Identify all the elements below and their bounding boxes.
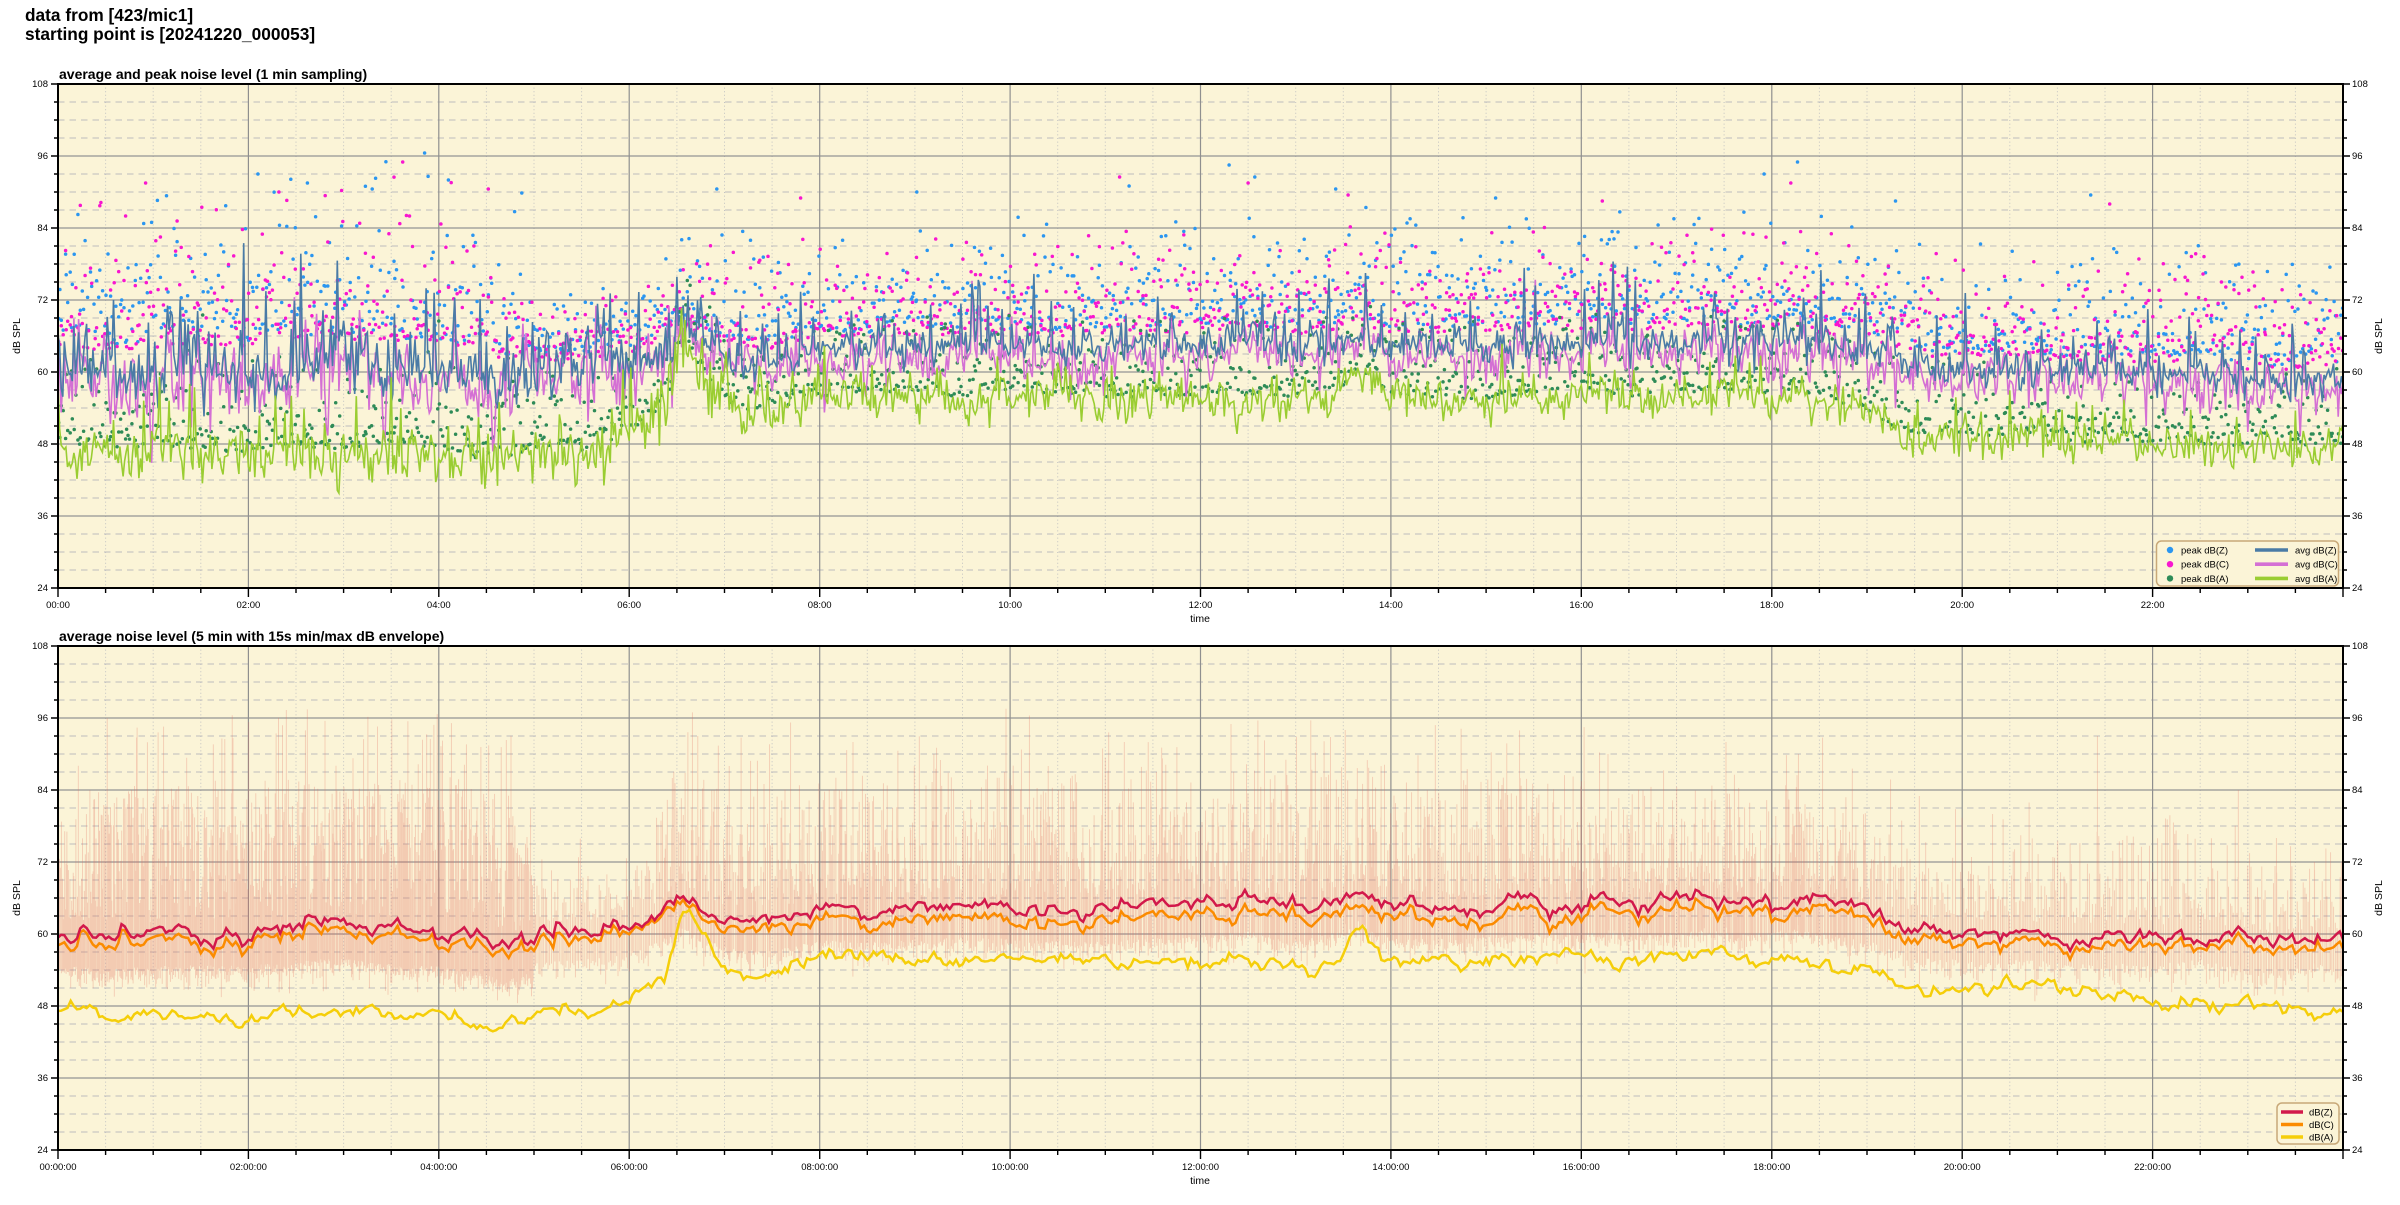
svg-text:00:00: 00:00: [46, 600, 70, 611]
svg-text:84: 84: [37, 223, 48, 234]
svg-text:06:00: 06:00: [617, 600, 641, 611]
svg-text:dB SPL: dB SPL: [11, 880, 23, 916]
svg-text:dB(A): dB(A): [2309, 1132, 2333, 1143]
svg-text:04:00: 04:00: [427, 600, 451, 611]
svg-text:108: 108: [32, 79, 48, 90]
svg-text:60: 60: [37, 367, 48, 378]
svg-text:avg dB(Z): avg dB(Z): [2295, 545, 2337, 556]
svg-text:06:00:00: 06:00:00: [611, 1162, 648, 1173]
svg-text:108: 108: [2352, 79, 2368, 90]
svg-text:72: 72: [37, 857, 48, 868]
svg-text:22:00: 22:00: [2141, 600, 2165, 611]
svg-text:16:00:00: 16:00:00: [1563, 1162, 1600, 1173]
svg-text:96: 96: [2352, 713, 2363, 724]
svg-text:avg dB(A): avg dB(A): [2295, 574, 2337, 585]
svg-text:24: 24: [2352, 583, 2363, 594]
svg-text:08:00: 08:00: [808, 600, 832, 611]
svg-text:avg dB(C): avg dB(C): [2295, 560, 2338, 571]
svg-text:peak dB(A): peak dB(A): [2181, 574, 2229, 585]
svg-text:02:00: 02:00: [237, 600, 261, 611]
svg-text:20:00:00: 20:00:00: [1944, 1162, 1981, 1173]
svg-text:24: 24: [37, 1145, 48, 1156]
svg-text:time: time: [1190, 1175, 1210, 1187]
svg-text:36: 36: [2352, 1073, 2363, 1084]
svg-text:dB(Z): dB(Z): [2309, 1107, 2333, 1118]
svg-text:peak dB(C): peak dB(C): [2181, 560, 2229, 571]
svg-text:22:00:00: 22:00:00: [2134, 1162, 2171, 1173]
svg-text:72: 72: [2352, 295, 2363, 306]
svg-text:24: 24: [37, 583, 48, 594]
svg-text:96: 96: [37, 151, 48, 162]
svg-text:24: 24: [2352, 1145, 2363, 1156]
svg-text:14:00: 14:00: [1379, 600, 1403, 611]
svg-text:84: 84: [2352, 785, 2363, 796]
svg-text:60: 60: [2352, 929, 2363, 940]
svg-text:36: 36: [2352, 511, 2363, 522]
svg-text:04:00:00: 04:00:00: [420, 1162, 457, 1173]
svg-text:dB SPL: dB SPL: [2373, 318, 2385, 354]
svg-text:84: 84: [2352, 223, 2363, 234]
svg-text:08:00:00: 08:00:00: [801, 1162, 838, 1173]
svg-text:48: 48: [37, 439, 48, 450]
svg-text:18:00:00: 18:00:00: [1753, 1162, 1790, 1173]
svg-text:36: 36: [37, 511, 48, 522]
svg-text:72: 72: [2352, 857, 2363, 868]
svg-text:02:00:00: 02:00:00: [230, 1162, 267, 1173]
svg-text:time: time: [1190, 613, 1210, 625]
svg-text:96: 96: [2352, 151, 2363, 162]
svg-text:108: 108: [32, 641, 48, 652]
svg-text:average noise level (5 min wit: average noise level (5 min with 15s min/…: [59, 628, 444, 644]
svg-text:dB SPL: dB SPL: [2373, 880, 2385, 916]
svg-text:48: 48: [37, 1001, 48, 1012]
svg-text:12:00: 12:00: [1189, 600, 1213, 611]
svg-text:18:00: 18:00: [1760, 600, 1784, 611]
svg-text:14:00:00: 14:00:00: [1372, 1162, 1409, 1173]
svg-text:peak dB(Z): peak dB(Z): [2181, 545, 2228, 556]
svg-text:data from [423/mic1]: data from [423/mic1]: [25, 5, 193, 25]
svg-text:60: 60: [2352, 367, 2363, 378]
svg-text:48: 48: [2352, 439, 2363, 450]
svg-text:60: 60: [37, 929, 48, 940]
svg-text:00:00:00: 00:00:00: [40, 1162, 77, 1173]
svg-text:20:00: 20:00: [1950, 600, 1974, 611]
svg-text:72: 72: [37, 295, 48, 306]
svg-text:dB(C): dB(C): [2309, 1120, 2334, 1131]
svg-text:84: 84: [37, 785, 48, 796]
svg-text:36: 36: [37, 1073, 48, 1084]
svg-text:16:00: 16:00: [1569, 600, 1593, 611]
svg-text:dB SPL: dB SPL: [11, 318, 23, 354]
svg-text:108: 108: [2352, 641, 2368, 652]
svg-text:96: 96: [37, 713, 48, 724]
svg-text:average and peak noise level (: average and peak noise level (1 min samp…: [59, 66, 367, 82]
svg-text:starting point is [20241220_00: starting point is [20241220_000053]: [25, 24, 315, 44]
svg-text:12:00:00: 12:00:00: [1182, 1162, 1219, 1173]
svg-text:10:00: 10:00: [998, 600, 1022, 611]
svg-text:10:00:00: 10:00:00: [992, 1162, 1029, 1173]
svg-text:48: 48: [2352, 1001, 2363, 1012]
